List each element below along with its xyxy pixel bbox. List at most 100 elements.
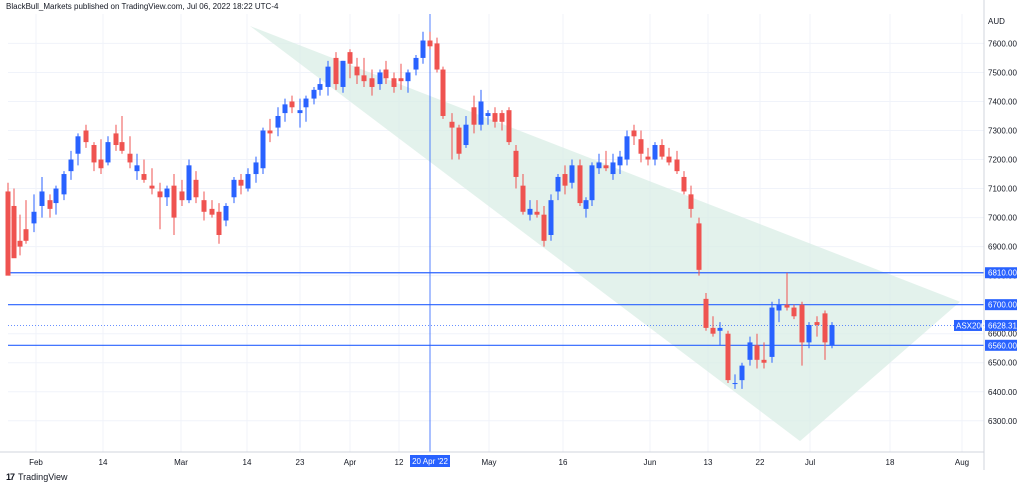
candle[interactable] <box>506 107 512 146</box>
candle[interactable] <box>317 78 323 96</box>
candle[interactable] <box>603 150 609 172</box>
candle[interactable] <box>61 171 67 201</box>
candle[interactable] <box>520 174 526 215</box>
candle[interactable] <box>463 115 469 148</box>
candle[interactable] <box>420 31 426 64</box>
candle[interactable] <box>659 139 665 160</box>
candle[interactable] <box>297 98 303 128</box>
candle[interactable] <box>275 107 281 137</box>
candle[interactable] <box>325 60 331 96</box>
candle[interactable] <box>83 124 89 148</box>
candle[interactable] <box>577 159 583 206</box>
candle[interactable] <box>149 168 155 195</box>
candle[interactable] <box>383 60 389 85</box>
candle[interactable] <box>23 200 29 244</box>
candle[interactable] <box>377 69 383 90</box>
candle[interactable] <box>638 130 644 163</box>
candle[interactable] <box>340 60 346 93</box>
candle[interactable] <box>91 142 97 172</box>
candle[interactable] <box>75 133 81 166</box>
candle[interactable] <box>223 203 229 227</box>
candle[interactable] <box>39 176 45 218</box>
candle[interactable] <box>784 272 790 311</box>
candle[interactable] <box>799 301 805 366</box>
candle[interactable] <box>98 139 104 175</box>
candle[interactable] <box>645 147 651 166</box>
candle[interactable] <box>260 127 266 175</box>
candle[interactable] <box>492 107 498 128</box>
candle[interactable] <box>478 89 484 131</box>
candle[interactable] <box>754 333 760 369</box>
candle[interactable] <box>617 150 623 175</box>
candle[interactable] <box>134 153 140 180</box>
candle[interactable] <box>201 191 207 221</box>
candle[interactable] <box>289 95 295 114</box>
candle[interactable] <box>398 63 404 90</box>
candle[interactable] <box>253 156 259 183</box>
candle[interactable] <box>405 69 411 93</box>
candle[interactable] <box>761 342 767 369</box>
candle[interactable] <box>186 159 192 204</box>
candle[interactable] <box>791 304 797 320</box>
candle[interactable] <box>513 145 519 189</box>
candle[interactable] <box>769 301 775 363</box>
candle[interactable] <box>282 98 288 122</box>
candle[interactable] <box>354 57 360 85</box>
candle[interactable] <box>434 37 440 73</box>
candle[interactable] <box>105 136 111 166</box>
candle[interactable] <box>717 322 723 346</box>
candle[interactable] <box>267 118 273 143</box>
candle[interactable] <box>311 86 317 105</box>
candle[interactable] <box>555 174 561 201</box>
level-badge[interactable] <box>985 339 1017 351</box>
candle[interactable] <box>681 171 687 195</box>
candle[interactable] <box>5 182 11 276</box>
candle[interactable] <box>449 113 455 160</box>
candle[interactable] <box>725 330 731 384</box>
candle[interactable] <box>739 362 745 389</box>
candle[interactable] <box>541 205 547 247</box>
candle[interactable] <box>171 174 177 235</box>
candle[interactable] <box>696 217 702 276</box>
candle[interactable] <box>569 159 575 189</box>
candle[interactable] <box>829 322 835 349</box>
candle[interactable] <box>652 142 658 166</box>
candle[interactable] <box>534 200 540 218</box>
candle[interactable] <box>141 159 147 183</box>
candle[interactable] <box>806 322 812 349</box>
candle[interactable] <box>499 110 505 131</box>
candle[interactable] <box>589 162 595 206</box>
candle[interactable] <box>674 150 680 175</box>
candle[interactable] <box>31 194 37 233</box>
candle[interactable] <box>231 176 237 204</box>
candle[interactable] <box>303 95 309 122</box>
candle[interactable] <box>596 153 602 175</box>
candle[interactable] <box>710 316 716 337</box>
candle[interactable] <box>624 130 630 166</box>
candle[interactable] <box>413 55 419 76</box>
candle[interactable] <box>113 124 119 151</box>
candle[interactable] <box>164 185 170 206</box>
candle[interactable] <box>814 316 820 337</box>
candle[interactable] <box>68 150 74 180</box>
candle[interactable] <box>369 69 375 96</box>
candle[interactable] <box>53 185 59 215</box>
level-badge[interactable] <box>985 267 1017 279</box>
candle[interactable] <box>732 374 738 389</box>
candle[interactable] <box>666 147 672 166</box>
candle[interactable] <box>688 185 694 218</box>
candle[interactable] <box>11 188 17 259</box>
candle[interactable] <box>47 194 53 218</box>
candle[interactable] <box>391 72 397 93</box>
candle[interactable] <box>193 171 199 204</box>
candle[interactable] <box>583 197 589 218</box>
candle[interactable] <box>427 31 433 50</box>
candle[interactable] <box>17 214 23 256</box>
candle[interactable] <box>119 115 125 154</box>
candle[interactable] <box>245 168 251 192</box>
candle[interactable] <box>747 336 753 366</box>
candle[interactable] <box>631 124 637 146</box>
level-badge[interactable] <box>985 299 1017 311</box>
candle[interactable] <box>610 153 616 180</box>
